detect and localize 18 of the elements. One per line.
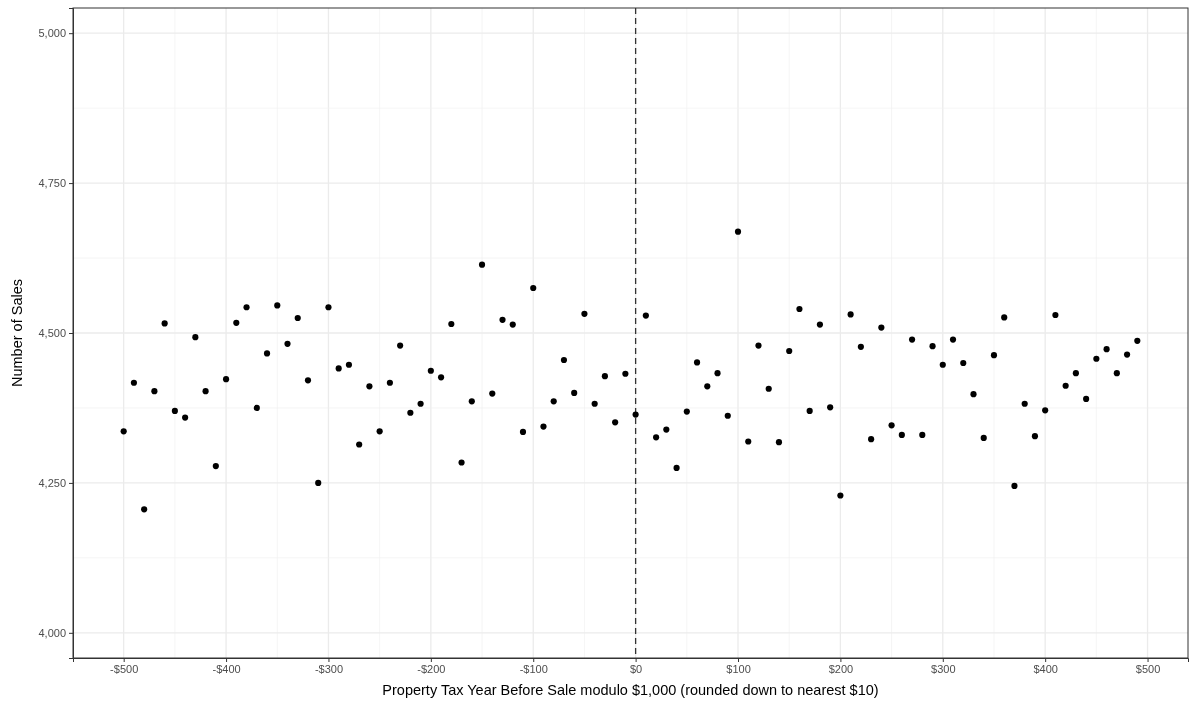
x-tick-label: -$100 bbox=[519, 662, 548, 675]
y-tick-label: 4,000 bbox=[38, 626, 66, 639]
x-tick-label: -$500 bbox=[110, 662, 139, 675]
x-tick-label: $500 bbox=[1135, 662, 1161, 675]
y-tick-label: 4,750 bbox=[38, 177, 66, 190]
x-tick-label: -$400 bbox=[212, 662, 241, 675]
x-axis-title: Property Tax Year Before Sale modulo $1,000 (rounded down to nearest $10) bbox=[382, 682, 879, 698]
x-tick-label: $300 bbox=[931, 662, 956, 675]
x-tick-label: -$200 bbox=[417, 662, 446, 675]
y-tick-label: 5,000 bbox=[38, 27, 66, 40]
y-tick-label: 4,250 bbox=[38, 476, 66, 489]
x-tick-label: $200 bbox=[828, 662, 854, 675]
y-axis-title: Number of Sales bbox=[9, 279, 25, 387]
y-tick-label: 4,500 bbox=[38, 327, 66, 340]
x-tick-label: -$300 bbox=[314, 662, 344, 675]
x-tick-label: $100 bbox=[726, 662, 751, 675]
x-tick-label: $0 bbox=[629, 662, 643, 675]
x-tick-label: $400 bbox=[1033, 662, 1058, 675]
